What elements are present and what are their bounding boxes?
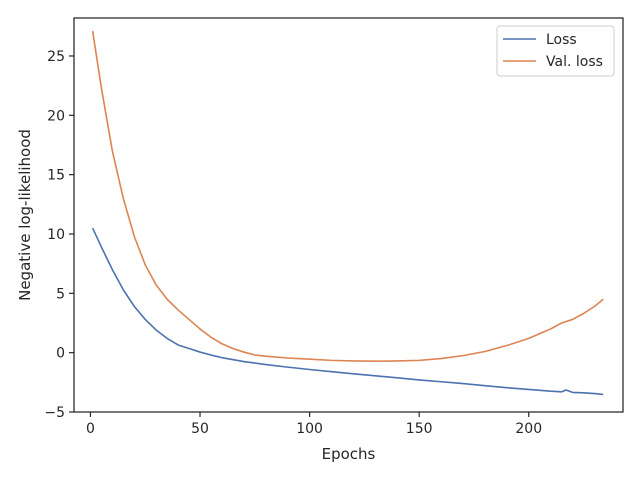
y-tick-label: 20 bbox=[47, 108, 65, 124]
series-line-val-loss bbox=[91, 30, 604, 363]
y-tick-label: −5 bbox=[44, 405, 65, 421]
plot-frame bbox=[73, 17, 624, 413]
legend: Loss Val. loss bbox=[496, 25, 615, 77]
x-tick-label: 100 bbox=[296, 421, 323, 437]
x-tick-label: 200 bbox=[515, 421, 542, 437]
y-tick-label: 15 bbox=[47, 168, 65, 184]
x-axis-label: Epochs bbox=[322, 445, 376, 463]
y-tick-label: 25 bbox=[47, 49, 65, 65]
y-tick-label: 0 bbox=[56, 346, 65, 362]
legend-label-val-loss: Val. loss bbox=[546, 54, 603, 70]
axis-ticks: 0 50 100 150 200 −5 0 5 10 15 20 25 bbox=[44, 49, 542, 437]
series-lines bbox=[91, 30, 604, 396]
y-tick-label: 10 bbox=[47, 227, 65, 243]
x-tick-label: 50 bbox=[191, 421, 209, 437]
series-line-loss bbox=[91, 227, 604, 396]
x-tick-label: 0 bbox=[86, 421, 95, 437]
y-tick-label: 5 bbox=[56, 286, 65, 302]
y-axis-label: Negative log-likelihood bbox=[16, 129, 34, 301]
x-tick-label: 150 bbox=[406, 421, 433, 437]
legend-label-loss: Loss bbox=[546, 32, 577, 48]
